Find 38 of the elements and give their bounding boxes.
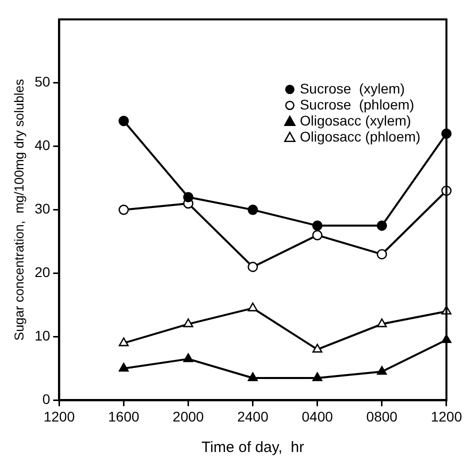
y-tick-label: 10	[34, 328, 50, 344]
point	[118, 204, 129, 215]
point	[312, 344, 322, 353]
point	[376, 318, 387, 328]
y-tick-label: 50	[34, 74, 50, 90]
point	[118, 337, 129, 346]
point	[183, 353, 194, 362]
y-tick-label: 20	[34, 264, 50, 280]
x-tick-label: 0400	[302, 408, 334, 424]
x-tick-label: 1600	[108, 408, 140, 424]
point	[376, 249, 388, 260]
point	[248, 372, 258, 382]
point	[248, 302, 258, 312]
legend-label: Oligosacc (phloem)	[300, 128, 420, 144]
point	[312, 372, 322, 382]
y-tick-label: 0	[42, 391, 50, 408]
y-tick-label: 30	[34, 200, 50, 217]
point	[312, 220, 322, 231]
point	[183, 318, 194, 328]
point	[118, 362, 129, 372]
point	[248, 262, 258, 272]
x-axis-title: Time of day, hr	[202, 439, 304, 456]
legend-label: Sucrose (xylem)	[300, 80, 405, 96]
point	[312, 230, 322, 240]
legend-label: Sucrose (phloem)	[300, 96, 414, 112]
x-tick-label: 2400	[237, 408, 269, 424]
x-tick-label: 1200	[44, 408, 75, 424]
point	[118, 116, 129, 126]
point	[376, 220, 388, 231]
x-tick-label: 1200	[430, 408, 462, 424]
point	[183, 192, 194, 202]
y-tick-label: 40	[34, 137, 50, 154]
x-tick-label: 0800	[366, 408, 398, 424]
point	[248, 204, 258, 215]
y-axis-title: Sugar concentration, mg/100mg dry solubles	[11, 78, 26, 341]
x-tick-label: 2000	[172, 408, 204, 424]
legend-label: Oligosacc (xylem)	[300, 112, 412, 128]
point	[376, 366, 387, 375]
